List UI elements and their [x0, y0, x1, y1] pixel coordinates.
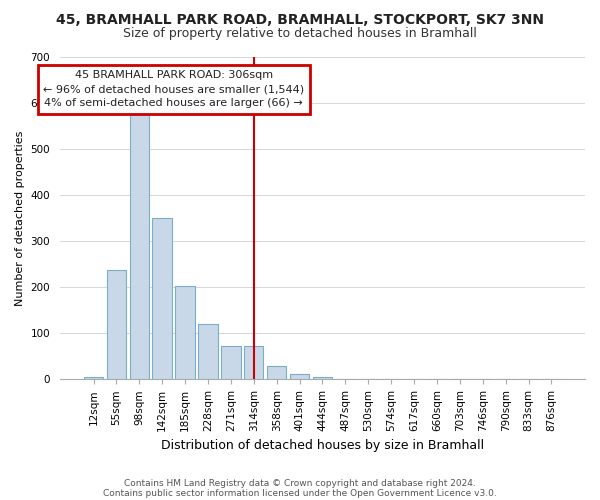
Bar	[313, 377, 332, 380]
Bar	[175, 286, 195, 380]
Bar	[84, 377, 103, 380]
Text: Size of property relative to detached houses in Bramhall: Size of property relative to detached ho…	[123, 28, 477, 40]
Bar	[267, 366, 286, 380]
Bar	[130, 110, 149, 380]
Bar	[107, 270, 126, 380]
Bar	[221, 346, 241, 380]
X-axis label: Distribution of detached houses by size in Bramhall: Distribution of detached houses by size …	[161, 440, 484, 452]
Bar	[290, 374, 309, 380]
Bar	[244, 346, 263, 380]
Y-axis label: Number of detached properties: Number of detached properties	[15, 130, 25, 306]
Text: 45 BRAMHALL PARK ROAD: 306sqm
← 96% of detached houses are smaller (1,544)
4% of: 45 BRAMHALL PARK ROAD: 306sqm ← 96% of d…	[43, 70, 304, 108]
Text: 45, BRAMHALL PARK ROAD, BRAMHALL, STOCKPORT, SK7 3NN: 45, BRAMHALL PARK ROAD, BRAMHALL, STOCKP…	[56, 12, 544, 26]
Text: Contains HM Land Registry data © Crown copyright and database right 2024.: Contains HM Land Registry data © Crown c…	[124, 478, 476, 488]
Bar	[152, 218, 172, 380]
Text: Contains public sector information licensed under the Open Government Licence v3: Contains public sector information licen…	[103, 488, 497, 498]
Bar	[198, 324, 218, 380]
